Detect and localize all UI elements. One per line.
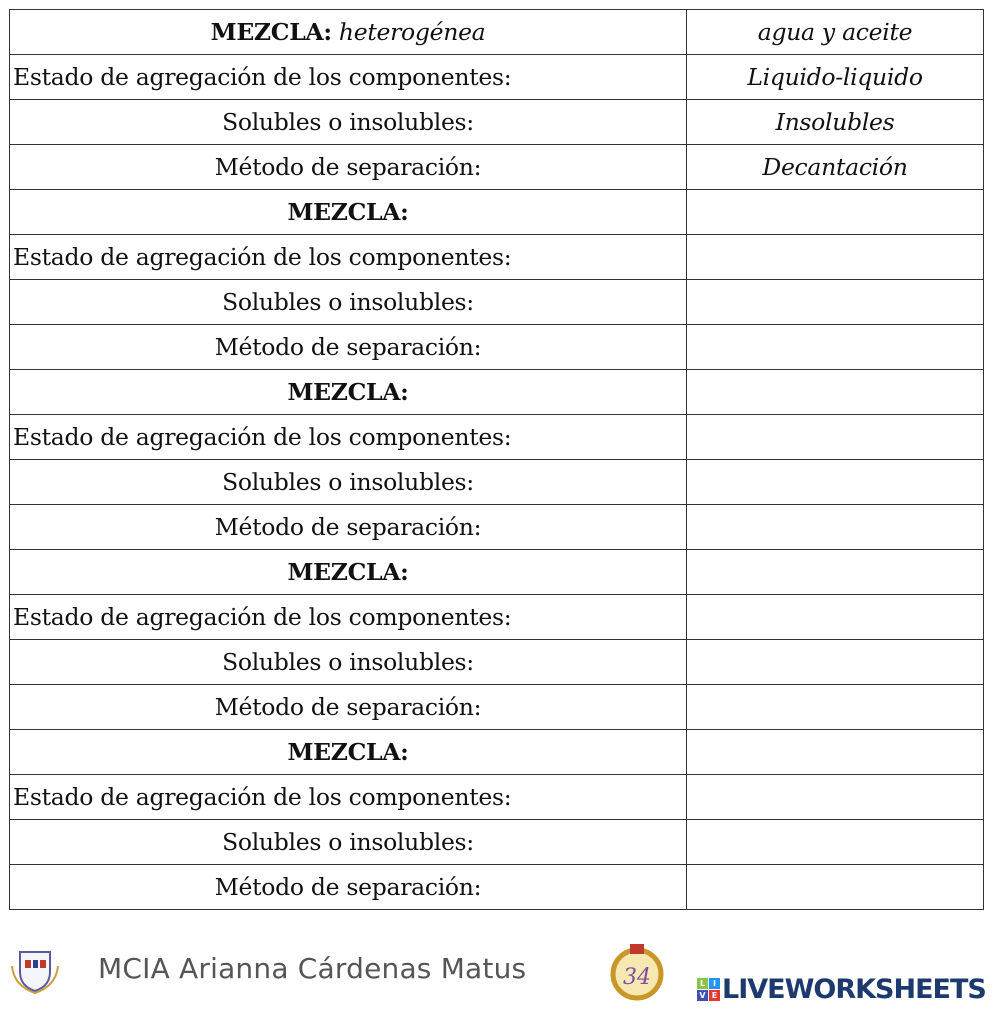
field-label: Estado de agregación de los componentes: bbox=[13, 423, 512, 451]
table-row-state: Estado de agregación de los componentes: bbox=[9, 414, 984, 460]
brand-mark-letter: I bbox=[709, 978, 720, 989]
table-row-state: Estado de agregación de los componentes: bbox=[9, 594, 984, 640]
school-crest-logo bbox=[11, 951, 59, 994]
row-label-cell: MEZCLA: bbox=[9, 369, 687, 415]
row-label-cell: Estado de agregación de los componentes: bbox=[9, 54, 687, 100]
table-row-header: MEZCLA: bbox=[9, 729, 984, 775]
answer-cell[interactable] bbox=[686, 819, 984, 865]
answer-cell[interactable] bbox=[686, 504, 984, 550]
row-label-cell: Estado de agregación de los componentes: bbox=[9, 414, 687, 460]
mixture-label: MEZCLA: bbox=[287, 378, 409, 406]
mixture-label: MEZCLA: bbox=[287, 558, 409, 586]
row-label-cell: Solubles o insolubles: bbox=[9, 459, 687, 505]
brand-mark-letter: V bbox=[697, 990, 708, 1001]
liveworksheets-brand: LIVEWORKSHEETS bbox=[722, 974, 987, 1005]
answer-cell[interactable] bbox=[686, 279, 984, 325]
answer-cell[interactable] bbox=[686, 729, 984, 775]
answer-cell[interactable] bbox=[686, 639, 984, 685]
row-label-cell: Método de separación: bbox=[9, 504, 687, 550]
table-row-field: Método de separación: Decantación bbox=[9, 144, 984, 190]
mixture-label: MEZCLA: bbox=[210, 18, 332, 46]
answer-cell[interactable] bbox=[686, 234, 984, 280]
answer-cell[interactable] bbox=[686, 864, 984, 910]
field-label: Método de separación: bbox=[214, 333, 482, 361]
table-row-header: MEZCLA: bbox=[9, 549, 984, 595]
mixture-type-value: heterogénea bbox=[338, 18, 486, 46]
mixture-worksheet-table: MEZCLA: heterogénea agua y aceite Estado d… bbox=[9, 9, 984, 910]
field-label: Solubles o insolubles: bbox=[222, 468, 474, 496]
brand-mark-letter: L bbox=[697, 978, 708, 989]
table-row-field: Solubles o insolubles: bbox=[9, 639, 984, 685]
answer-cell[interactable]: Decantación bbox=[686, 144, 984, 190]
answer-cell[interactable] bbox=[686, 369, 984, 415]
table-row-field: Solubles o insolubles: bbox=[9, 459, 984, 505]
answer-cell[interactable] bbox=[686, 684, 984, 730]
table-row-state: Estado de agregación de los componentes:… bbox=[9, 54, 984, 100]
answer-cell[interactable] bbox=[686, 549, 984, 595]
row-label-cell: Solubles o insolubles: bbox=[9, 99, 687, 145]
field-label: Método de separación: bbox=[214, 693, 482, 721]
answer-cell[interactable] bbox=[686, 459, 984, 505]
row-label-cell: Método de separación: bbox=[9, 864, 687, 910]
table-row-header: MEZCLA: bbox=[9, 369, 984, 415]
answer-cell[interactable]: Liquido-liquido bbox=[686, 54, 984, 100]
row-label-cell: Solubles o insolubles: bbox=[9, 279, 687, 325]
table-row-field: Método de separación: bbox=[9, 324, 984, 370]
row-label-cell: Método de separación: bbox=[9, 324, 687, 370]
field-label: Solubles o insolubles: bbox=[222, 108, 474, 136]
anniversary-34-logo: 34 bbox=[610, 944, 664, 1001]
field-label: Solubles o insolubles: bbox=[222, 288, 474, 316]
brand-mark-letter: E bbox=[709, 990, 720, 1001]
row-label-cell: Método de separación: bbox=[9, 144, 687, 190]
answer-cell[interactable] bbox=[686, 774, 984, 820]
answer-cell[interactable] bbox=[686, 594, 984, 640]
row-label-cell: MEZCLA: heterogénea bbox=[9, 9, 687, 55]
table-row-field: Método de separación: bbox=[9, 864, 984, 910]
author-name: MCIA Arianna Cárdenas Matus bbox=[98, 952, 527, 985]
mixture-label: MEZCLA: bbox=[287, 738, 409, 766]
table-row-field: Método de separación: bbox=[9, 684, 984, 730]
field-label: Solubles o insolubles: bbox=[222, 648, 474, 676]
field-label: Método de separación: bbox=[214, 513, 482, 541]
row-label-cell: MEZCLA: bbox=[9, 549, 687, 595]
row-label-cell: Estado de agregación de los componentes: bbox=[9, 234, 687, 280]
table-row-field: Solubles o insolubles: Insolubles bbox=[9, 99, 984, 145]
row-label-cell: Estado de agregación de los componentes: bbox=[9, 594, 687, 640]
answer-cell[interactable] bbox=[686, 414, 984, 460]
field-label: Método de separación: bbox=[214, 873, 482, 901]
table-row-state: Estado de agregación de los componentes: bbox=[9, 234, 984, 280]
field-label: Estado de agregación de los componentes: bbox=[13, 63, 512, 91]
row-label-cell: Estado de agregación de los componentes: bbox=[9, 774, 687, 820]
answer-cell[interactable]: agua y aceite bbox=[686, 9, 984, 55]
mixture-label: MEZCLA: bbox=[287, 198, 409, 226]
row-label-cell: Solubles o insolubles: bbox=[9, 639, 687, 685]
svg-text:34: 34 bbox=[623, 965, 651, 990]
field-label: Estado de agregación de los componentes: bbox=[13, 603, 512, 631]
field-label: Método de separación: bbox=[214, 153, 482, 181]
field-label: Estado de agregación de los componentes: bbox=[13, 243, 512, 271]
table-row-state: Estado de agregación de los componentes: bbox=[9, 774, 984, 820]
row-label-cell: MEZCLA: bbox=[9, 189, 687, 235]
answer-cell[interactable]: Insolubles bbox=[686, 99, 984, 145]
row-label-cell: Solubles o insolubles: bbox=[9, 819, 687, 865]
row-label-cell: Método de separación: bbox=[9, 684, 687, 730]
field-label: Estado de agregación de los componentes: bbox=[13, 783, 512, 811]
table-row-field: Método de separación: bbox=[9, 504, 984, 550]
answer-cell[interactable] bbox=[686, 189, 984, 235]
answer-cell[interactable] bbox=[686, 324, 984, 370]
table-row-field: Solubles o insolubles: bbox=[9, 279, 984, 325]
table-row-header: MEZCLA: heterogénea agua y aceite bbox=[9, 9, 984, 55]
row-label-cell: MEZCLA: bbox=[9, 729, 687, 775]
table-row-field: Solubles o insolubles: bbox=[9, 819, 984, 865]
field-label: Solubles o insolubles: bbox=[222, 828, 474, 856]
table-row-header: MEZCLA: bbox=[9, 189, 984, 235]
